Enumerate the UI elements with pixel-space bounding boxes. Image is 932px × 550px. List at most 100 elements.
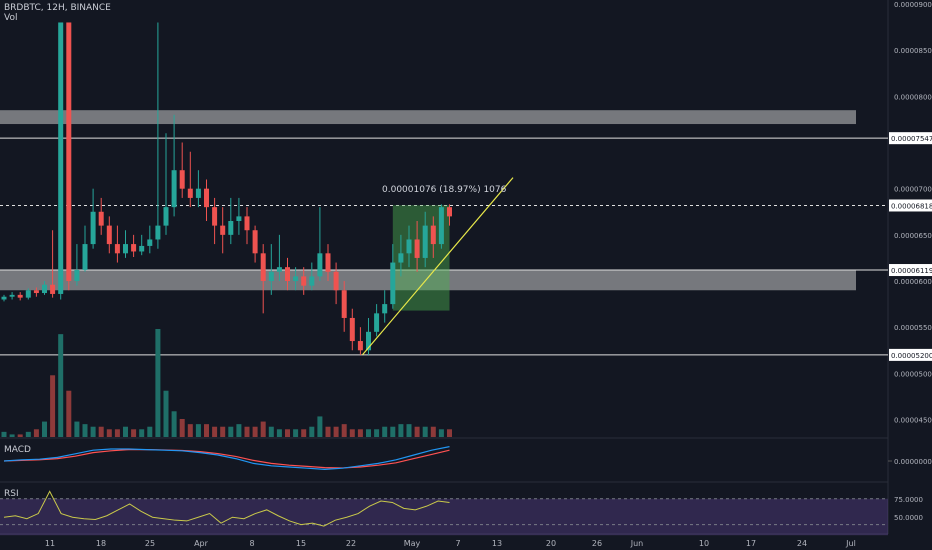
time-tick-label: 8 (249, 539, 254, 548)
candle-body (390, 262, 396, 305)
volume-bar (285, 429, 290, 437)
time-tick-label: 24 (797, 539, 807, 548)
volume-bar (325, 426, 331, 437)
volume-bar (293, 429, 299, 437)
macd-signal-line (3, 449, 450, 469)
candle-body (293, 276, 299, 282)
time-tick-label: Apr (194, 539, 209, 548)
volume-bar (171, 411, 177, 437)
volume-bar (42, 421, 47, 437)
volume-bar (90, 426, 96, 437)
time-tick-label: 11 (45, 539, 55, 548)
candle-body (98, 211, 104, 226)
candle-body (422, 225, 428, 258)
volume-bar (74, 421, 80, 437)
candle-body (276, 267, 282, 272)
candle-body (66, 22, 72, 282)
volume-bar (123, 426, 128, 437)
time-tick-label: 10 (699, 539, 709, 548)
volume-bar (187, 424, 193, 437)
candle-body (244, 216, 250, 231)
candle-body (285, 267, 290, 282)
time-tick-label: May (404, 539, 421, 548)
volume-bar (236, 424, 242, 437)
volume-bar (268, 426, 274, 437)
candle-body (1, 296, 7, 300)
candle-body (357, 341, 363, 351)
volume-bar (430, 426, 436, 437)
candle-body (382, 304, 388, 314)
volume-bar (50, 375, 56, 437)
candle-body (163, 207, 169, 226)
trend-line (361, 177, 514, 356)
volume-bar (374, 429, 380, 437)
candle-body (268, 271, 274, 282)
volume-bar (414, 426, 420, 437)
candle-body (114, 244, 120, 254)
candle-body (430, 225, 436, 245)
volume-bar (260, 421, 266, 437)
candle-body (236, 216, 242, 221)
volume-bar (252, 426, 258, 437)
volume-bar (9, 434, 15, 437)
volume-bar (366, 429, 371, 437)
volume-bar (1, 431, 7, 437)
resistance-zone (0, 110, 856, 125)
candle-body (366, 331, 371, 351)
rsi-label: RSI (4, 489, 19, 499)
candle-body (9, 294, 15, 297)
volume-bar (212, 426, 218, 437)
volume-bar (66, 390, 72, 437)
level-tag (889, 132, 932, 145)
candle-body (33, 290, 39, 294)
volume-bar (114, 429, 120, 437)
symbol-title: BRDBTC, 12H, BINANCE (4, 3, 111, 13)
candle-body (341, 290, 347, 318)
volume-label: Vol (4, 13, 18, 23)
volume-bar (195, 424, 201, 437)
volume-bar (317, 416, 323, 437)
volume-bar (204, 424, 209, 437)
candle-body (414, 239, 420, 258)
candle-body (398, 253, 404, 263)
candle-body (212, 207, 218, 226)
time-tick-label: 15 (296, 539, 306, 548)
volume-bar (25, 431, 31, 437)
time-tick-label: 18 (96, 539, 106, 548)
candle-body (139, 245, 145, 252)
rsi-band (0, 498, 888, 536)
time-tick-label: 25 (145, 539, 155, 548)
time-tick-label: 13 (492, 539, 502, 548)
candle-body (333, 271, 339, 291)
volume-bar (390, 426, 396, 437)
macd-label: MACD (4, 445, 31, 455)
macd-line (3, 446, 450, 471)
candle-body (17, 294, 23, 298)
candle-body (374, 313, 380, 332)
time-tick-label: 7 (455, 539, 460, 548)
candle-body (42, 284, 47, 294)
candle-body (438, 207, 444, 245)
time-tick-label: 20 (546, 539, 556, 548)
time-tick-label: Jun (630, 539, 644, 548)
level-tag (889, 264, 932, 277)
measure-label: 0.00001076 (18.97%) 1076 (382, 185, 507, 195)
level-tag-label: 0.00006119 (891, 267, 932, 275)
time-tick-label: 17 (746, 539, 756, 548)
volume-bar (179, 419, 185, 437)
candle-body (447, 207, 452, 217)
volume-bar (82, 424, 88, 437)
candle-body (406, 239, 412, 254)
time-tick-label: 22 (346, 539, 356, 548)
candle-body (147, 239, 153, 246)
candle-body (309, 276, 315, 286)
